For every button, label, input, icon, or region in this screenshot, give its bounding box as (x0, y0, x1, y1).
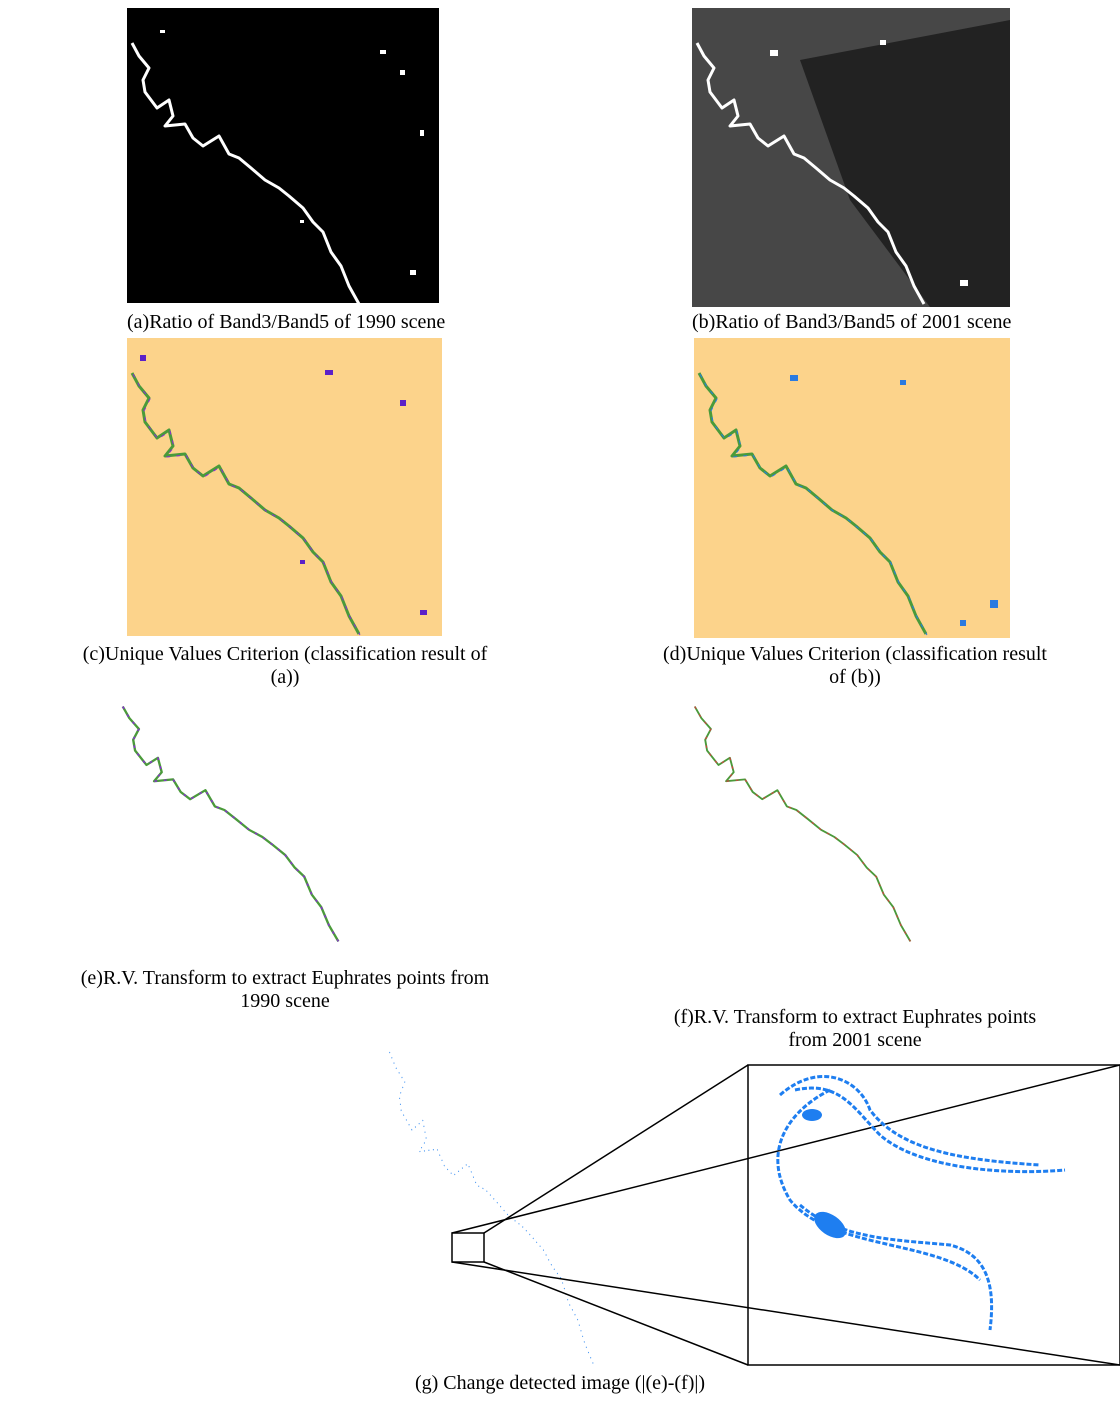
caption-line: (a)Ratio of Band3/Band5 of 1990 scene (127, 311, 446, 333)
caption: (g) Change detected image (|(e)-(f)|) (310, 1372, 810, 1395)
caption-line: (d)Unique Values Criterion (classificati… (663, 643, 1047, 665)
panel-a-image (127, 8, 439, 306)
caption-line: 1990 scene (240, 990, 330, 1012)
caption-line: from 2001 scene (788, 1029, 922, 1051)
caption: (d)Unique Values Criterion (classificati… (620, 643, 1090, 689)
caption-line: of (b)) (829, 666, 881, 688)
caption: (c)Unique Values Criterion (classificati… (50, 643, 520, 689)
caption-line: (a)) (270, 666, 300, 688)
panel-f-image (693, 705, 912, 943)
caption: (b)Ratio of Band3/Band5 of 2001 scene (692, 311, 1012, 334)
caption-line: (e)R.V. Transform to extract Euphrates p… (80, 967, 490, 989)
panel-d-image (694, 338, 1010, 638)
caption: (f)R.V. Transform to extract Euphrates p… (620, 1006, 1090, 1052)
caption-line: (b)Ratio of Band3/Band5 of 2001 scene (692, 311, 1012, 333)
panel-g-image (388, 1051, 1120, 1366)
panel-b-image (692, 8, 1010, 307)
caption-line: (f)R.V. Transform to extract Euphrates p… (673, 1006, 1037, 1028)
caption-line: (c)Unique Values Criterion (classificati… (82, 643, 488, 665)
panel-e-image (121, 705, 340, 943)
caption: (a)Ratio of Band3/Band5 of 1990 scene (127, 311, 445, 334)
caption: (e)R.V. Transform to extract Euphrates p… (50, 967, 520, 1013)
panel-c-image (127, 338, 442, 636)
caption-line: (g) Change detected image (|(e)-(f)|) (414, 1372, 706, 1394)
